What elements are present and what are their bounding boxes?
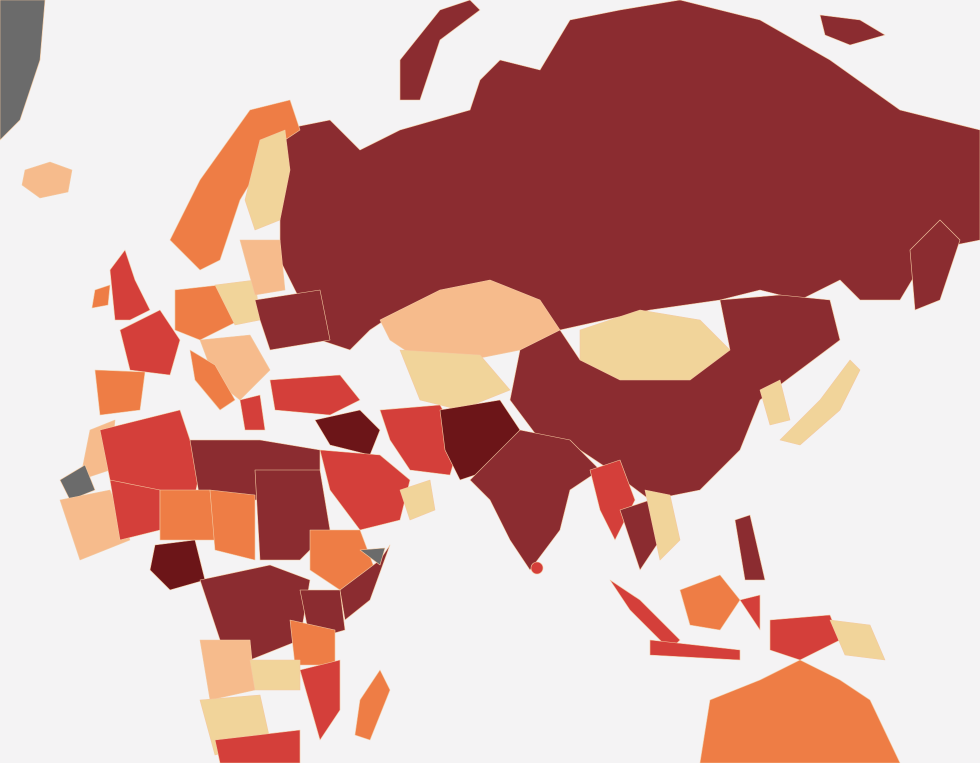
somaliland xyxy=(359,547,386,566)
madagascar xyxy=(354,669,391,741)
greece xyxy=(239,394,266,431)
western-sahara xyxy=(59,464,96,501)
angola xyxy=(199,639,256,701)
spain xyxy=(94,369,146,416)
mozambique xyxy=(299,659,341,741)
borneo xyxy=(679,574,741,631)
kamchatka xyxy=(909,219,961,311)
turkey xyxy=(269,374,361,416)
java xyxy=(649,639,741,661)
south-africa xyxy=(214,729,301,763)
iceland xyxy=(21,161,73,199)
nigeria xyxy=(149,539,206,591)
iraq-syria xyxy=(314,409,381,456)
ukraine xyxy=(254,289,331,351)
chad xyxy=(209,489,256,561)
oman xyxy=(399,479,436,521)
finland xyxy=(244,129,291,231)
sri-lanka xyxy=(530,561,544,575)
india xyxy=(469,429,601,571)
uk xyxy=(109,249,151,321)
somalia xyxy=(339,544,391,621)
arctic-island xyxy=(819,14,886,46)
niger xyxy=(159,489,216,541)
philippines xyxy=(734,514,766,581)
ireland xyxy=(91,284,111,309)
zambia xyxy=(249,659,301,691)
novaya-zemlya xyxy=(399,0,481,101)
west-africa xyxy=(59,489,131,561)
japan xyxy=(779,359,861,446)
saudi-arabia xyxy=(319,449,411,531)
papua-new-guinea xyxy=(829,619,886,661)
vietnam xyxy=(644,489,681,561)
italy xyxy=(189,349,236,411)
sulawesi xyxy=(739,594,761,631)
papua xyxy=(769,614,841,661)
central-asia xyxy=(399,349,511,411)
china xyxy=(509,294,841,501)
greenland xyxy=(0,0,46,141)
korea xyxy=(759,379,791,426)
iran xyxy=(379,404,461,476)
australia xyxy=(699,659,901,763)
france xyxy=(119,309,181,376)
baltics xyxy=(239,239,286,296)
